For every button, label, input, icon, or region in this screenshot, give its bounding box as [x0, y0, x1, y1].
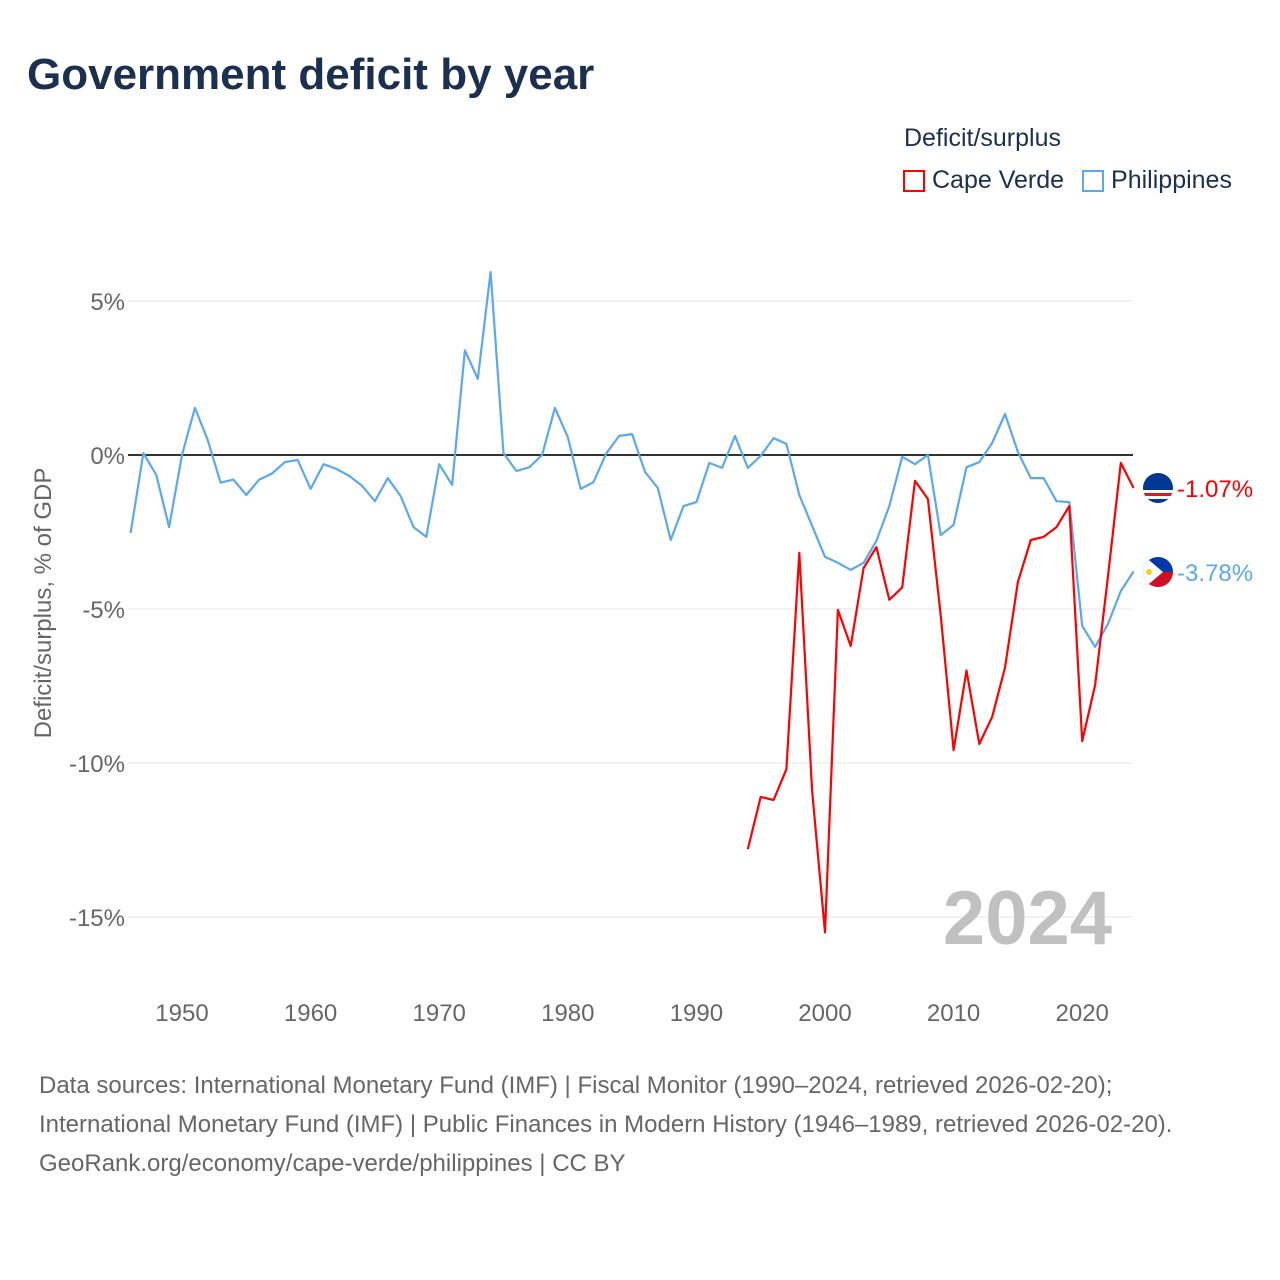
legend-label: Philippines — [1111, 166, 1232, 194]
legend-title: Deficit/surplus — [904, 124, 1061, 152]
credit-link[interactable]: GeoRank.org/economy/cape-verde/philippin… — [39, 1150, 626, 1177]
chart-title: Government deficit by year — [27, 50, 595, 99]
x-tick-label: 1960 — [284, 1000, 337, 1027]
y-axis-label: Deficit/surplus, % of GDP — [30, 468, 57, 739]
legend-swatch-cape-verde — [903, 169, 925, 192]
x-tick-label: 2000 — [798, 1000, 851, 1027]
end-value-label: -1.07% — [1177, 476, 1253, 503]
legend-label: Cape Verde — [932, 166, 1065, 194]
y-tick-label: -15% — [69, 905, 125, 932]
series-line-philippines — [129, 270, 1135, 649]
year-watermark: 2024 — [943, 876, 1112, 961]
legend-swatch-philippines — [1082, 169, 1105, 192]
x-tick-label: 2020 — [1056, 1000, 1109, 1027]
legend-item-philippines[interactable]: Philippines — [1082, 166, 1232, 195]
legend-item-cape-verde[interactable]: Cape Verde — [903, 166, 1064, 195]
data-sources: Data sources: International Monetary Fun… — [39, 1072, 1173, 1138]
y-tick-label: 0% — [90, 443, 125, 470]
end-value-label: -3.78% — [1177, 560, 1253, 587]
x-tick-label: 1990 — [670, 1000, 723, 1027]
legend: Cape Verde Philippines — [903, 166, 1232, 195]
footer: Data sources: International Monetary Fun… — [39, 1066, 1239, 1183]
x-tick-label: 2010 — [927, 1000, 980, 1027]
y-tick-label: -5% — [82, 597, 125, 624]
y-tick-label: 5% — [90, 289, 125, 316]
philippines-flag-icon — [1143, 557, 1173, 587]
x-tick-label: 1970 — [413, 1000, 466, 1027]
x-tick-label: 1980 — [541, 1000, 594, 1027]
cape-verde-flag-icon — [1143, 473, 1173, 503]
y-tick-label: -10% — [69, 751, 125, 778]
series-line-cape-verde — [746, 461, 1135, 934]
x-tick-label: 1950 — [155, 1000, 208, 1027]
